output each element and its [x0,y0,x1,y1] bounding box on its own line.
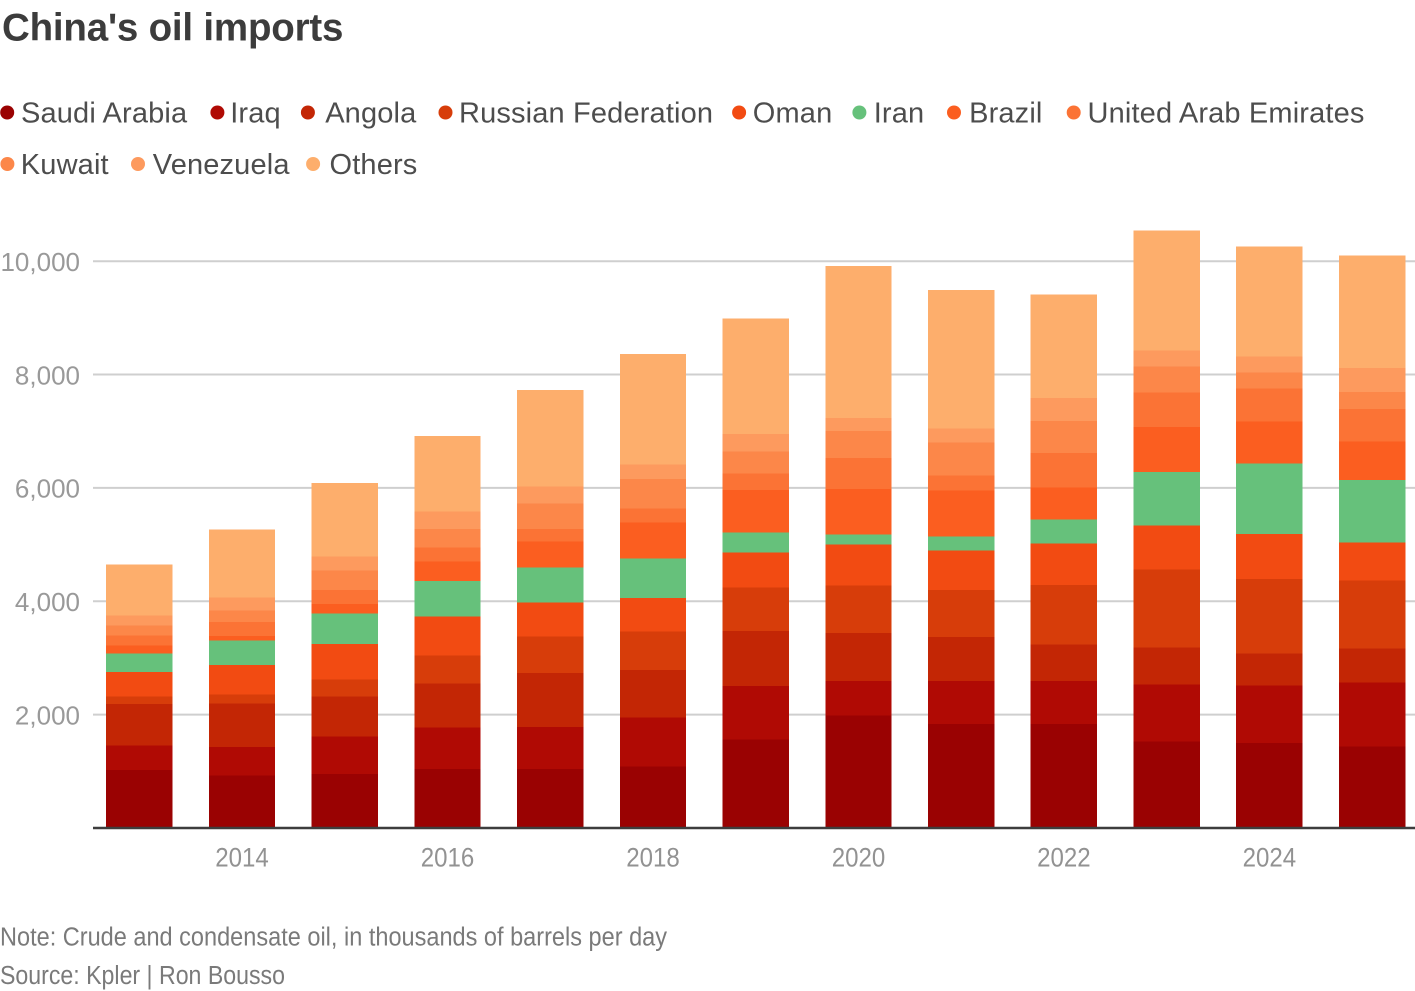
svg-text:Venezuela: Venezuela [153,149,291,181]
svg-text:6,000: 6,000 [15,474,80,504]
svg-text:10,000: 10,000 [0,247,80,277]
svg-text:China's oil imports: China's oil imports [2,7,343,50]
svg-text:2018: 2018 [626,843,680,873]
svg-text:Brazil: Brazil [969,97,1042,129]
svg-text:2014: 2014 [215,843,269,873]
svg-text:Source: Kpler | Ron Bousso: Source: Kpler | Ron Bousso [0,962,285,990]
svg-text:Others: Others [330,149,418,181]
svg-text:Oman: Oman [753,97,833,129]
svg-text:2016: 2016 [421,843,475,873]
svg-text:2020: 2020 [832,843,886,873]
svg-text:8,000: 8,000 [15,360,80,390]
svg-text:Note: Crude and condensate oil: Note: Crude and condensate oil, in thous… [0,924,667,952]
svg-text:Kuwait: Kuwait [21,149,109,181]
svg-text:2,000: 2,000 [15,700,80,730]
svg-text:Iraq: Iraq [230,97,281,129]
svg-text:United Arab Emirates: United Arab Emirates [1088,97,1365,129]
svg-text:2024: 2024 [1243,843,1297,873]
svg-text:Saudi Arabia: Saudi Arabia [21,97,188,129]
svg-text:2022: 2022 [1037,843,1091,873]
svg-text:4,000: 4,000 [15,587,80,617]
svg-text:Russian Federation: Russian Federation [459,97,713,129]
svg-text:Angola: Angola [325,97,417,129]
svg-text:Iran: Iran [874,97,925,129]
